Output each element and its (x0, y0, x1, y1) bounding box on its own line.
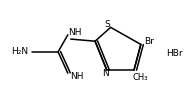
Text: HBr: HBr (167, 49, 183, 59)
Text: NH: NH (70, 72, 83, 81)
Text: H₂N: H₂N (12, 47, 29, 56)
Text: S: S (104, 20, 110, 29)
Text: Br: Br (144, 37, 154, 46)
Text: N: N (102, 69, 109, 78)
Text: NH: NH (68, 28, 81, 37)
Text: CH₃: CH₃ (132, 73, 148, 82)
